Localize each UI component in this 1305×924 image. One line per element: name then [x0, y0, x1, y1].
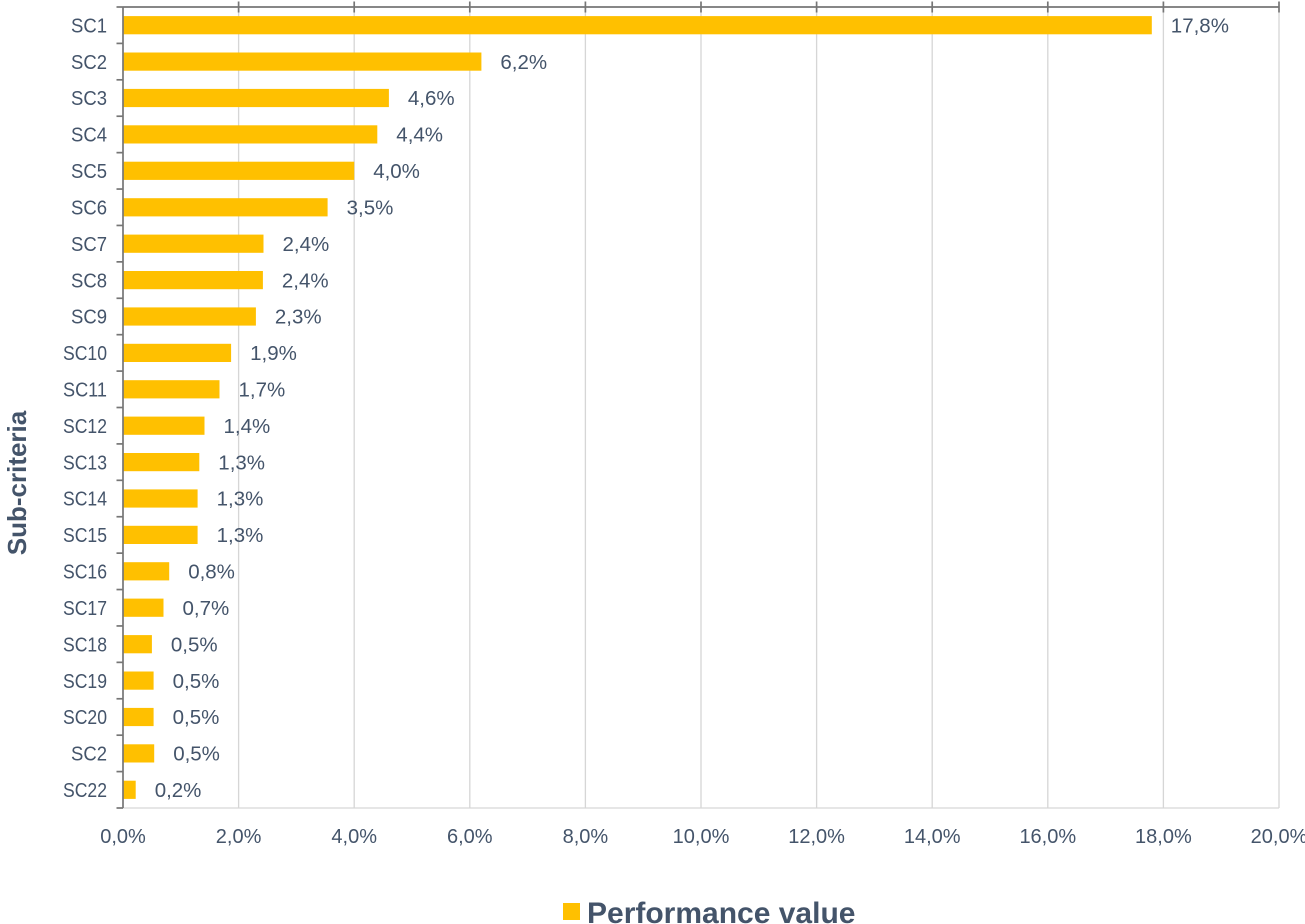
svg-text:2,3%: 2,3% — [275, 306, 322, 329]
svg-text:0,5%: 0,5% — [173, 743, 220, 766]
svg-text:SC19: SC19 — [63, 670, 107, 693]
svg-text:17,8%: 17,8% — [1171, 14, 1229, 37]
svg-text:20,0%: 20,0% — [1251, 826, 1305, 848]
svg-text:SC16: SC16 — [63, 561, 107, 584]
svg-text:0,5%: 0,5% — [171, 633, 218, 656]
svg-text:1,3%: 1,3% — [217, 524, 264, 547]
svg-text:SC1: SC1 — [71, 14, 107, 37]
svg-text:SC15: SC15 — [63, 524, 107, 547]
svg-text:12,0%: 12,0% — [788, 826, 845, 848]
svg-text:0,5%: 0,5% — [173, 670, 220, 693]
svg-text:2,4%: 2,4% — [282, 269, 329, 292]
svg-text:16,0%: 16,0% — [1019, 826, 1076, 848]
svg-text:Sub-criteria: Sub-criteria — [2, 410, 32, 555]
svg-text:6,2%: 6,2% — [500, 51, 547, 74]
svg-text:6,0%: 6,0% — [447, 826, 493, 848]
svg-text:SC14: SC14 — [63, 488, 107, 511]
svg-text:0,5%: 0,5% — [173, 706, 220, 729]
svg-text:10,0%: 10,0% — [673, 826, 730, 848]
svg-text:1,4%: 1,4% — [224, 415, 271, 438]
svg-text:SC6: SC6 — [71, 196, 107, 219]
svg-text:SC7: SC7 — [71, 233, 107, 256]
svg-text:1,9%: 1,9% — [250, 342, 297, 365]
svg-text:SC9: SC9 — [71, 306, 107, 329]
svg-text:4,0%: 4,0% — [373, 160, 420, 183]
svg-text:0,0%: 0,0% — [100, 826, 146, 848]
svg-text:SC4: SC4 — [71, 124, 107, 147]
svg-text:4,4%: 4,4% — [396, 124, 443, 147]
svg-text:1,7%: 1,7% — [239, 379, 286, 402]
svg-text:SC8: SC8 — [71, 269, 107, 292]
svg-text:SC5: SC5 — [71, 160, 107, 183]
svg-text:SC22: SC22 — [63, 779, 107, 802]
svg-text:3,5%: 3,5% — [347, 196, 394, 219]
svg-text:SC18: SC18 — [63, 633, 107, 656]
svg-text:1,3%: 1,3% — [217, 488, 264, 511]
svg-text:SC12: SC12 — [63, 415, 107, 438]
svg-text:SC2: SC2 — [71, 51, 107, 74]
svg-text:8,0%: 8,0% — [563, 826, 609, 848]
svg-text:SC20: SC20 — [63, 706, 107, 729]
svg-text:4,0%: 4,0% — [331, 826, 377, 848]
svg-text:SC2: SC2 — [71, 743, 107, 766]
svg-text:SC13: SC13 — [63, 451, 107, 474]
svg-text:SC11: SC11 — [63, 379, 107, 402]
svg-text:2,0%: 2,0% — [216, 826, 262, 848]
svg-text:Performance value: Performance value — [587, 897, 855, 924]
svg-text:SC3: SC3 — [71, 87, 107, 110]
svg-text:4,6%: 4,6% — [408, 87, 455, 110]
svg-text:1,3%: 1,3% — [218, 451, 265, 474]
svg-text:2,4%: 2,4% — [283, 233, 330, 256]
svg-text:SC10: SC10 — [63, 342, 107, 365]
svg-text:0,8%: 0,8% — [188, 561, 235, 584]
svg-text:SC17: SC17 — [63, 597, 107, 620]
svg-text:0,2%: 0,2% — [155, 779, 202, 802]
svg-text:14,0%: 14,0% — [904, 826, 961, 848]
svg-text:18,0%: 18,0% — [1135, 826, 1192, 848]
svg-text:0,7%: 0,7% — [183, 597, 230, 620]
